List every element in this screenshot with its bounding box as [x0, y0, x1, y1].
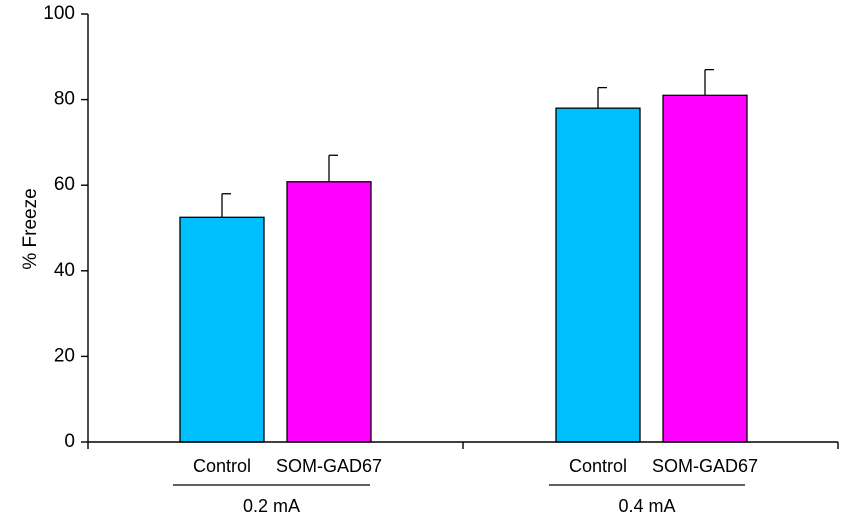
bar-som-gad67-2 — [662, 94, 748, 443]
y-tick-label: 80 — [54, 89, 75, 110]
y-tick-label: 20 — [54, 345, 75, 366]
category-label: Control — [569, 456, 627, 476]
y-axis-ticks: 0 20 40 60 80 100 — [43, 3, 839, 452]
category-label: SOM-GAD67 — [652, 456, 758, 476]
y-tick-label: 100 — [43, 3, 75, 24]
bar-control-2 — [555, 107, 641, 443]
category-label: SOM-GAD67 — [276, 456, 382, 476]
y-tick-label: 0 — [64, 431, 75, 452]
group-label: 0.4 mA — [618, 496, 675, 516]
bar-som-gad67-1 — [286, 181, 372, 443]
y-tick-label: 60 — [54, 174, 75, 195]
bars — [179, 68, 748, 443]
group-label: 0.2 mA — [243, 496, 300, 516]
y-tick-label: 40 — [54, 260, 75, 281]
x-axis-labels: Control SOM-GAD67 0.2 mA Control SOM-GAD67 0.… — [173, 456, 758, 516]
bar-control-1 — [179, 216, 265, 443]
category-label: Control — [193, 456, 251, 476]
y-axis-label: % Freeze — [20, 188, 41, 269]
